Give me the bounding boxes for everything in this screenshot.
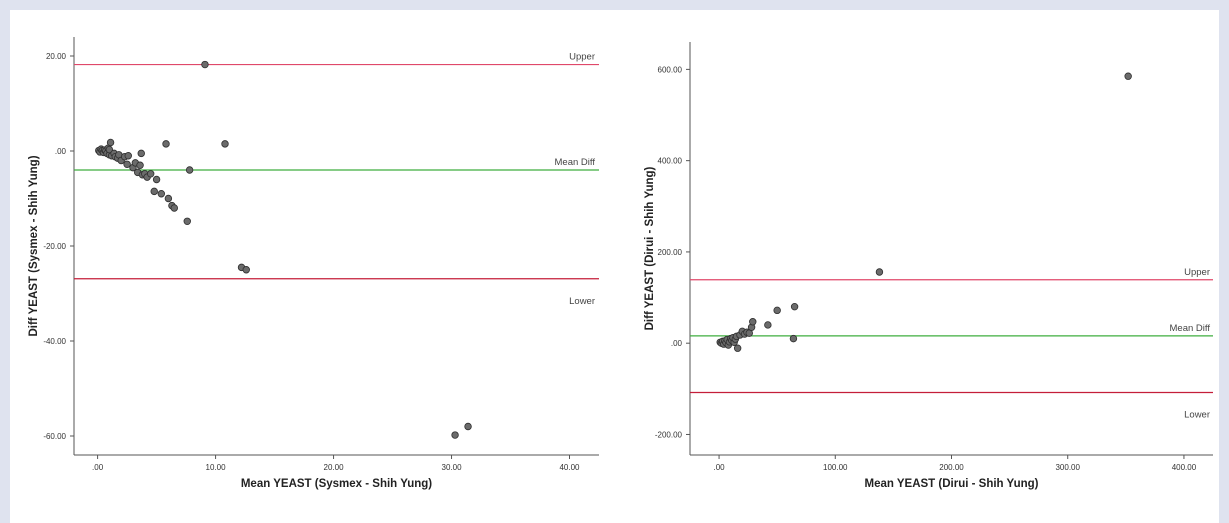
mean-diff-label: Mean Diff — [1170, 323, 1211, 334]
charts-svg: .00 10.00 20.00 30.00 40.00 20.00 .00 -20.00 -40… — [28, 37, 1213, 490]
lower-label: Lower — [569, 296, 595, 307]
y-tick-label: -20.00 — [43, 242, 66, 251]
chart-frame: .00 10.00 20.00 30.00 40.00 20.00 .00 -20.00 -40… — [10, 10, 1219, 523]
data-point — [123, 160, 131, 168]
data-point — [152, 175, 161, 184]
x-axis-title: Mean YEAST (Sysmex - Shih Yung) — [241, 478, 432, 490]
y-tick-label: -40.00 — [43, 337, 66, 346]
x-tick-label: 40.00 — [559, 463, 580, 472]
data-point — [764, 321, 772, 329]
upper-label: Upper — [1184, 267, 1210, 278]
data-point — [164, 194, 173, 203]
data-point — [136, 161, 144, 169]
data-point — [789, 334, 798, 343]
data-point — [185, 166, 194, 174]
x-tick-label: .00 — [92, 463, 104, 472]
y-tick-label: .00 — [671, 339, 683, 348]
y-tick-label: 20.00 — [46, 52, 67, 61]
chart-1: .00 10.00 20.00 30.00 40.00 20.00 .00 -20.00 -40… — [28, 37, 599, 490]
y-tick-label: 200.00 — [658, 248, 683, 257]
x-tick-label: .00 — [713, 463, 725, 472]
mean-diff-label: Mean Diff — [555, 157, 596, 168]
data-point — [733, 344, 742, 352]
data-point — [162, 140, 170, 148]
data-point — [242, 266, 250, 274]
data-point — [1124, 72, 1132, 80]
y-tick-label: -60.00 — [43, 432, 66, 441]
data-point — [221, 140, 229, 148]
x-tick-label: 10.00 — [206, 463, 227, 472]
data-point — [106, 138, 115, 147]
x-tick-label: 30.00 — [442, 463, 463, 472]
data-point — [124, 152, 132, 160]
x-tick-label: 100.00 — [823, 463, 848, 472]
x-tick-label: 200.00 — [939, 463, 964, 472]
upper-label: Upper — [569, 52, 595, 63]
data-point — [183, 217, 191, 225]
data-point — [137, 149, 145, 158]
data-point — [157, 190, 166, 198]
data-point — [749, 318, 757, 326]
y-tick-label: -200.00 — [655, 430, 683, 439]
x-tick-label: 300.00 — [1055, 463, 1080, 472]
chart-2: .00 100.00 200.00 300.00 400.00 600.00 400.00 2… — [644, 42, 1213, 490]
data-point — [451, 431, 459, 439]
y-axis-title: Diff YEAST (Dirui - Shih Yung) — [644, 166, 656, 330]
y-axis-title: Diff YEAST (Sysmex - Shih Yung) — [28, 155, 40, 336]
lower-label: Lower — [1184, 409, 1210, 420]
data-point — [150, 187, 158, 196]
data-point — [773, 306, 781, 315]
data-point — [875, 268, 884, 276]
data-point — [146, 170, 155, 178]
x-axis-title: Mean YEAST (Dirui - Shih Yung) — [864, 478, 1038, 490]
data-point — [170, 204, 178, 212]
y-tick-label: 400.00 — [658, 157, 683, 166]
data-point — [464, 422, 472, 431]
data-point — [201, 60, 209, 69]
data-point — [790, 302, 799, 311]
data-point — [105, 145, 114, 154]
y-tick-label: 600.00 — [658, 65, 683, 74]
y-tick-label: .00 — [55, 147, 67, 156]
x-tick-label: 20.00 — [324, 463, 345, 472]
x-tick-label: 400.00 — [1172, 463, 1197, 472]
